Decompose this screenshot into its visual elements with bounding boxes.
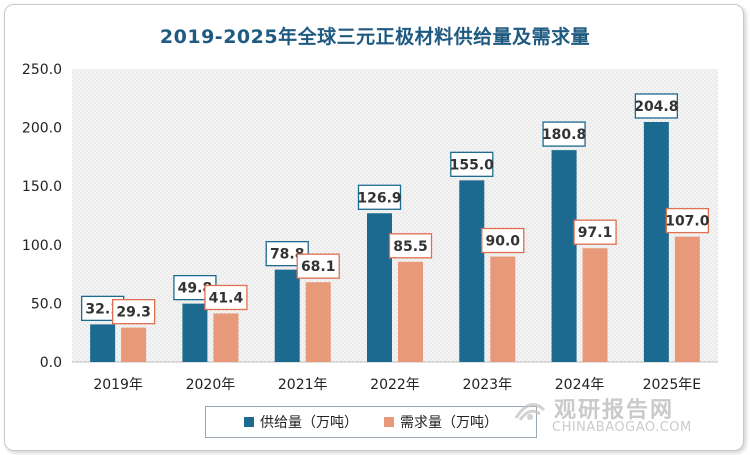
data-label-box-supply (450, 151, 494, 177)
data-label-demand: 41.4 (209, 290, 244, 306)
data-label-demand: 85.5 (393, 239, 428, 255)
bar-supply (459, 180, 485, 362)
legend-label-supply: 供给量（万吨） (260, 415, 358, 431)
chart-title: 2019-2025年全球三元正极材料供给量及需求量 (159, 26, 591, 48)
x-tick-label: 2021年 (278, 377, 328, 393)
legend-item-supply: 供给量（万吨） (244, 412, 358, 432)
x-tick-label: 2025年E (643, 377, 701, 393)
data-label-box-supply (542, 121, 586, 147)
bar-demand (398, 261, 423, 362)
bar-supply (90, 324, 116, 362)
watermark-name: 观研报告网 (554, 398, 675, 423)
data-label-box-demand (111, 299, 156, 325)
legend-swatch-supply (244, 417, 254, 427)
y-tick-label: 100.0 (22, 238, 62, 254)
data-label-supply: 49.8 (178, 281, 213, 297)
data-label-supply: 180.8 (542, 127, 586, 143)
bar-supply (643, 121, 669, 363)
bar-demand (490, 256, 516, 362)
x-tick-label: 2022年 (370, 377, 420, 393)
data-label-box-demand (573, 219, 617, 245)
y-tick-label: 50.0 (31, 296, 62, 312)
bar-demand (582, 248, 608, 362)
data-label-supply: 126.9 (357, 190, 401, 206)
data-label-box-demand (481, 227, 525, 254)
watermark-logo-icon (514, 403, 546, 421)
legend-swatch-demand (384, 417, 394, 427)
data-label-demand: 90.0 (486, 234, 521, 250)
data-label-box-demand (388, 233, 433, 259)
bar-demand (305, 282, 331, 362)
watermark-url: CHINABAOGAO.COM (552, 420, 692, 435)
x-tick-label: 2023年 (462, 377, 512, 393)
x-tick-label: 2019年 (93, 377, 143, 393)
plot-area (72, 69, 718, 362)
y-tick-label: 0.0 (40, 355, 62, 371)
y-tick-label: 200.0 (22, 121, 62, 137)
data-label-box-supply (357, 184, 402, 210)
y-tick-label: 150.0 (22, 179, 62, 195)
bar-supply (367, 213, 392, 362)
bar-demand (674, 236, 700, 362)
data-label-demand: 97.1 (578, 225, 613, 241)
legend-item-demand: 需求量（万吨） (384, 412, 498, 432)
data-label-box-demand (204, 284, 248, 311)
bar-supply (274, 269, 300, 362)
bar-demand (213, 313, 239, 362)
data-label-demand: 107.0 (665, 214, 710, 230)
data-label-demand: 29.3 (116, 305, 151, 321)
bar-supply (551, 150, 577, 362)
legend: 供给量（万吨） 需求量（万吨） (205, 406, 537, 438)
data-label-box-demand (296, 253, 340, 279)
data-label-supply: 155.0 (450, 157, 495, 173)
y-tick-label: 250.0 (22, 62, 62, 78)
data-label-demand: 68.1 (301, 259, 336, 275)
x-tick-label: 2024年 (555, 377, 605, 393)
data-label-supply: 204.8 (634, 99, 678, 115)
data-label-box-demand (665, 207, 710, 234)
data-label-supply: 32.1 (85, 301, 120, 317)
bar-supply (182, 303, 208, 362)
bar-demand (121, 327, 147, 362)
x-tick-label: 2020年 (186, 377, 236, 393)
watermark: 观研报告网 CHINABAOGAO.COM (512, 392, 712, 440)
legend-label-demand: 需求量（万吨） (400, 415, 498, 431)
data-label-supply: 78.8 (270, 247, 305, 263)
data-label-box-supply (634, 93, 679, 119)
